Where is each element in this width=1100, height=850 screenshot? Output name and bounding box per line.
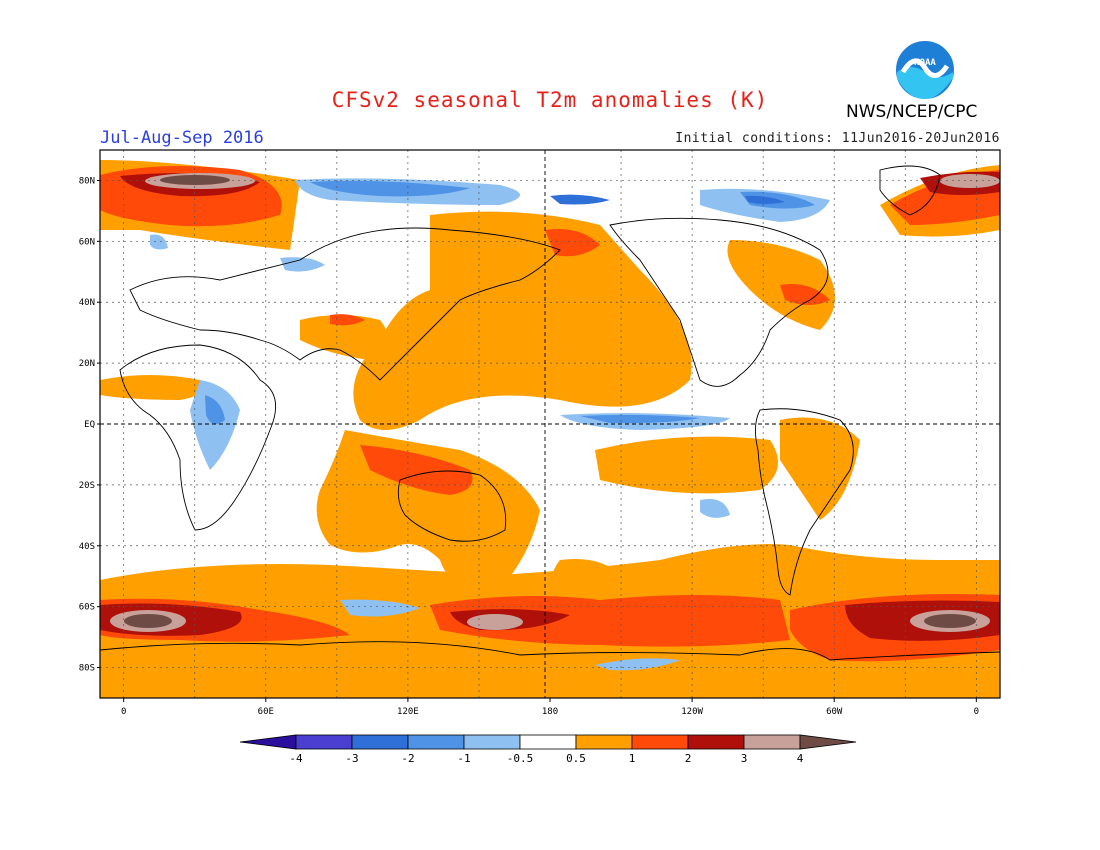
lat-label: EQ xyxy=(84,420,95,430)
agency-label: NWS/NCEP/CPC xyxy=(846,102,978,122)
initial-conditions: Initial conditions: 11Jun2016-20Jun2016 xyxy=(675,131,1000,146)
lon-label: 120E xyxy=(397,707,419,717)
colorbar-segment xyxy=(463,734,521,750)
lon-label: 180 xyxy=(542,707,558,717)
colorbar-min-arrow xyxy=(239,734,297,750)
forecast-period: Jul-Aug-Sep 2016 xyxy=(100,128,264,148)
lat-label: 80N xyxy=(79,176,95,186)
colorbar-tick-label: -3 xyxy=(345,752,358,765)
colorbar-segment xyxy=(687,734,745,750)
lon-label: 60E xyxy=(258,707,274,717)
coastlines xyxy=(100,165,1000,661)
lon-label: 0 xyxy=(974,707,979,717)
colorbar-tick-label: 1 xyxy=(629,752,636,765)
lat-label: 20S xyxy=(79,481,95,491)
lat-label: 60S xyxy=(79,603,95,613)
lat-label: 40N xyxy=(79,298,95,308)
lat-label: 80S xyxy=(79,664,95,674)
colorbar-segment xyxy=(351,734,409,750)
colorbar-segment xyxy=(743,734,801,750)
colorbar: -4 -3 -2 -1 -0.5 0.5 1 2 3 4 xyxy=(239,734,857,765)
colorbar-tick-label: 0.5 xyxy=(566,752,586,765)
colorbar-segment xyxy=(575,734,633,750)
colorbar-max-arrow xyxy=(799,734,857,750)
longitude-labels: 0 60E 120E 180 120W 60W 0 xyxy=(121,698,979,717)
svg-text:NOAA: NOAA xyxy=(914,58,936,68)
lon-label: 0 xyxy=(121,707,126,717)
colorbar-tick-label: -2 xyxy=(401,752,414,765)
colorbar-tick-label: -0.5 xyxy=(507,752,534,765)
colorbar-segment xyxy=(519,734,577,750)
lon-label: 60W xyxy=(826,707,843,717)
colorbar-segment xyxy=(295,734,353,750)
colorbar-tick-label: -4 xyxy=(289,752,303,765)
colorbar-tick-label: 3 xyxy=(741,752,748,765)
latitude-labels: 80N 60N 40N 20N EQ 20S 40S 60S 80S xyxy=(79,176,100,674)
colorbar-tick-label: 2 xyxy=(685,752,692,765)
lon-label: 120W xyxy=(681,707,703,717)
colorbar-segment xyxy=(631,734,689,750)
graticule xyxy=(100,150,1000,698)
colorbar-segment xyxy=(407,734,465,750)
lat-label: 40S xyxy=(79,542,95,552)
chart-title: CFSv2 seasonal T2m anomalies (K) xyxy=(331,88,769,112)
colorbar-tick-label: -1 xyxy=(457,752,470,765)
lat-label: 20N xyxy=(79,359,95,369)
lat-label: 60N xyxy=(79,237,95,247)
colorbar-tick-label: 4 xyxy=(797,752,804,765)
noaa-logo: NOAA xyxy=(894,39,956,101)
